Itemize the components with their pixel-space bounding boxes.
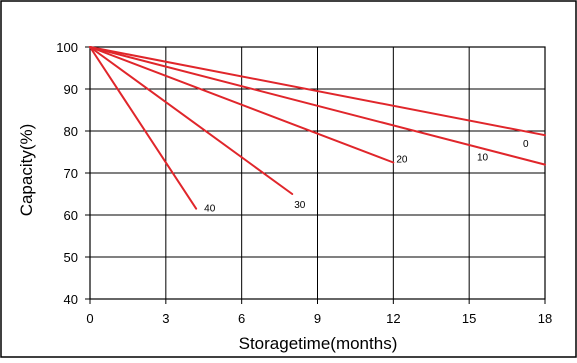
series-label-30: 30 — [294, 200, 306, 211]
series-label-10: 10 — [477, 153, 489, 164]
series-line-20 — [89, 46, 395, 164]
x-tick-label: 15 — [462, 311, 476, 326]
series-line-0 — [89, 46, 546, 137]
grid — [85, 46, 546, 304]
y-tick-label: 50 — [64, 250, 78, 265]
x-tick-label: 18 — [538, 311, 552, 326]
series-label-20: 20 — [396, 155, 408, 166]
x-tick-label: 6 — [238, 311, 245, 326]
y-tick-label: 100 — [56, 40, 78, 55]
series-label-0: 0 — [523, 139, 529, 150]
y-axis-title: Capacity(%) — [17, 124, 36, 217]
series-label-40: 40 — [204, 204, 216, 215]
x-tick-label: 9 — [314, 311, 321, 326]
y-tick-label: 40 — [64, 292, 78, 307]
y-tick-label: 60 — [64, 208, 78, 223]
series-line-40 — [89, 46, 198, 210]
y-tick-label: 70 — [64, 166, 78, 181]
y-tick-label: 80 — [64, 124, 78, 139]
x-axis-title: Storagetime(months) — [239, 334, 398, 353]
series-lines — [89, 46, 546, 210]
series-labels: 0 10 20 30 40 — [204, 139, 529, 215]
series-line-30 — [89, 46, 294, 195]
series-line-10 — [89, 46, 546, 166]
y-tick-label: 90 — [64, 82, 78, 97]
x-tick-label: 12 — [386, 311, 400, 326]
x-tick-label: 3 — [162, 311, 169, 326]
x-tick-label: 0 — [86, 311, 93, 326]
